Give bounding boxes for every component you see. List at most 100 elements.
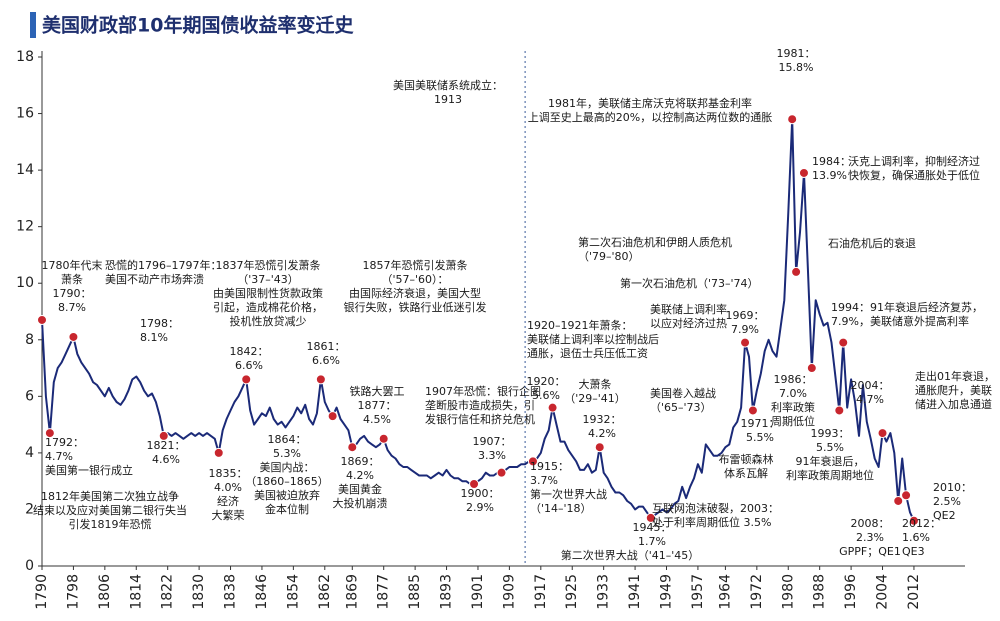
- x-tick-label: 1941: [627, 574, 643, 610]
- annotation-text: 大萧条: [579, 377, 612, 391]
- annotation-text: 1920：: [527, 375, 566, 388]
- annotation-text: 沃克上调利率，抑制经济过: [848, 154, 980, 168]
- x-tick-label: 1822: [160, 574, 176, 610]
- annotation-text: 布雷顿森林: [719, 452, 774, 466]
- y-tick-label: 8: [25, 332, 34, 348]
- annotation-text: 1857年恐慌引发萧条: [363, 258, 468, 272]
- annotation-text: 处于利率周期低位 3.5%: [652, 515, 771, 529]
- annotation-text: 恐慌的1796–1797年：: [105, 258, 222, 272]
- annotation-text: 垄断股市造成损失，引: [425, 398, 535, 412]
- annotation-text: 1.7%: [638, 535, 666, 548]
- event-marker: [798, 167, 809, 178]
- event-marker: [645, 512, 656, 523]
- annotation-text: 4.6%: [152, 453, 180, 466]
- annotation-text: 1915：: [530, 460, 569, 473]
- x-tick-label: 1846: [254, 574, 270, 610]
- annotation-text: 美国第一银行成立: [45, 463, 133, 477]
- annotation-text: 1986：: [774, 373, 813, 386]
- annotation-text: 周期低位: [771, 414, 815, 428]
- annotation-text: QE3: [902, 545, 925, 558]
- event-marker: [787, 114, 798, 125]
- annotation-text: 第二次石油危机和伊朗人质危机: [578, 235, 732, 249]
- y-tick-label: 6: [25, 388, 34, 404]
- annotation-text: 体系瓦解: [724, 466, 768, 480]
- event-marker: [791, 266, 802, 277]
- annotation-text: 1780年代末: [42, 258, 103, 272]
- annotation-text: 2.9%: [466, 501, 494, 514]
- annotation-text: 1920–1921年萧条：: [527, 318, 633, 332]
- x-tick-label: 1917: [533, 574, 549, 610]
- annotation-text: 4.2%: [346, 469, 374, 482]
- annotation-text: 4.0%: [214, 481, 242, 494]
- x-tick-label: 1925: [564, 574, 580, 610]
- event-marker: [901, 490, 912, 501]
- y-tick-label: 18: [16, 49, 34, 65]
- annotation-text: 5.5%: [816, 441, 844, 454]
- annotation-text: 美国卷入越战: [650, 386, 716, 400]
- event-marker: [838, 337, 849, 348]
- annotation-text: 1861：: [307, 340, 346, 353]
- annotation-text: 7.9%: [731, 323, 759, 336]
- y-tick-label: 10: [16, 275, 34, 291]
- annotation-text: 1792：: [45, 436, 84, 449]
- annotation-text: 美国黄金: [338, 482, 382, 496]
- annotation-text: 1971：: [741, 417, 780, 430]
- annotation-text: 5.6%: [532, 389, 560, 402]
- annotation-text: 1913: [434, 93, 462, 106]
- annotation-text: 5.3%: [273, 447, 301, 460]
- event-marker: [44, 428, 55, 439]
- x-tick-label: 1798: [65, 574, 81, 610]
- x-tick-label: 2012: [906, 574, 922, 610]
- event-marker: [496, 467, 507, 478]
- x-tick-label: 1806: [97, 574, 113, 610]
- annotation-text: 1864：: [268, 433, 307, 446]
- annotation-text: 由美国限制性货款政策: [213, 286, 323, 300]
- annotation-text: 1835：: [209, 467, 248, 480]
- annotation-text: 1907年恐慌：银行企图: [425, 384, 541, 398]
- x-tick-label: 1877: [376, 574, 392, 610]
- x-tick-label: 1988: [812, 574, 828, 610]
- annotation-text: （1860–1865）: [245, 475, 329, 488]
- annotation-text: （'37–'43）: [237, 273, 299, 286]
- event-marker: [347, 442, 358, 453]
- annotation-text: 美国内战：: [260, 460, 315, 474]
- annotation-text: 第二次世界大战（'41–'45）: [561, 548, 700, 562]
- x-tick-label: 1949: [658, 574, 674, 610]
- annotation-text: 引起，造成棉花价格，: [213, 300, 323, 314]
- annotation-text: QE2: [933, 509, 956, 522]
- annotation-text: 4.7%: [45, 450, 73, 463]
- annotation-text: 6.6%: [235, 359, 263, 372]
- event-marker: [378, 433, 389, 444]
- annotation-text: 1812年美国第二次独立战争: [41, 489, 179, 503]
- annotation-text: 以应对经济过热: [650, 316, 727, 330]
- annotation-text: 1994：91年衰退后经济复苏，: [831, 300, 983, 314]
- annotation-text: 利率政策: [771, 400, 815, 414]
- annotation-text: 互联网泡沫破裂，2003：: [652, 501, 779, 515]
- annotation-text: 7.0%: [779, 387, 807, 400]
- annotation-text: 美联储上调利率: [650, 302, 727, 316]
- annotation-text: 第一次世界大战: [530, 487, 607, 501]
- annotation-text: 金本位制: [265, 502, 309, 516]
- y-tick-label: 12: [16, 219, 34, 235]
- annotation-text: 1945：: [633, 521, 672, 534]
- annotation-text: 15.8%: [779, 61, 814, 74]
- x-tick-label: 1933: [596, 574, 612, 610]
- annotation-text: 萧条: [61, 272, 83, 286]
- annotation-text: 1837年恐慌引发萧条: [216, 258, 321, 272]
- event-marker: [740, 337, 751, 348]
- annotation-text: 大繁荣: [212, 508, 245, 522]
- x-tick-label: 2004: [875, 574, 891, 610]
- annotation-text: 1798：: [140, 317, 179, 330]
- event-marker: [327, 411, 338, 422]
- x-tick-label: 1830: [191, 574, 207, 610]
- event-marker: [806, 363, 817, 374]
- annotation-text: 2.5%: [933, 495, 961, 508]
- annotation-text: 2004：: [851, 379, 890, 392]
- event-marker: [213, 447, 224, 458]
- event-marker: [527, 456, 538, 467]
- x-tick-label: 1854: [285, 574, 301, 610]
- annotation-text: 1907：: [473, 435, 512, 448]
- annotation-text: 1932：: [583, 413, 622, 426]
- annotation-text: 7.9%，美联储意外提高利率: [831, 314, 969, 328]
- annotation-text: 1821：: [147, 439, 186, 452]
